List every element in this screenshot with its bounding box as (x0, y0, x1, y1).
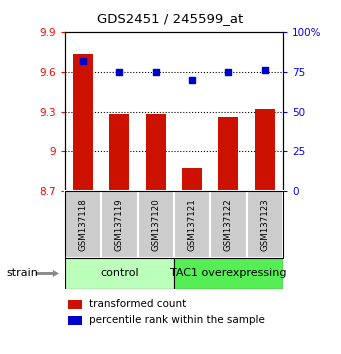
Point (117, 69, 122, 75)
Text: strain: strain (7, 268, 39, 279)
Point (153, 70, 159, 75)
Point (226, 69, 231, 75)
Text: GSM137122: GSM137122 (224, 198, 233, 251)
Bar (255, 109, 275, 191)
Text: GSM137119: GSM137119 (115, 199, 124, 251)
Text: GSM137120: GSM137120 (151, 198, 160, 251)
FancyBboxPatch shape (65, 191, 101, 258)
Point (189, 77, 195, 82)
FancyBboxPatch shape (174, 191, 210, 258)
Bar (146, 114, 166, 191)
Bar (109, 114, 129, 191)
FancyBboxPatch shape (210, 191, 247, 258)
Text: transformed count: transformed count (89, 299, 186, 309)
Text: TAC1 overexpressing: TAC1 overexpressing (170, 268, 287, 279)
FancyBboxPatch shape (101, 191, 137, 258)
FancyBboxPatch shape (65, 258, 174, 289)
FancyBboxPatch shape (247, 191, 283, 258)
Point (80, 58, 86, 63)
FancyBboxPatch shape (137, 191, 174, 258)
Text: percentile rank within the sample: percentile rank within the sample (89, 315, 265, 325)
Text: GDS2451 / 245599_at: GDS2451 / 245599_at (98, 12, 243, 25)
Bar (219, 118, 238, 191)
Text: GSM137121: GSM137121 (188, 198, 197, 251)
Bar (73, 55, 93, 191)
Text: GSM137123: GSM137123 (260, 198, 269, 251)
Text: GSM137118: GSM137118 (78, 198, 88, 251)
Point (262, 67, 268, 73)
Text: control: control (100, 268, 139, 279)
FancyBboxPatch shape (174, 258, 283, 289)
Bar (182, 168, 202, 191)
